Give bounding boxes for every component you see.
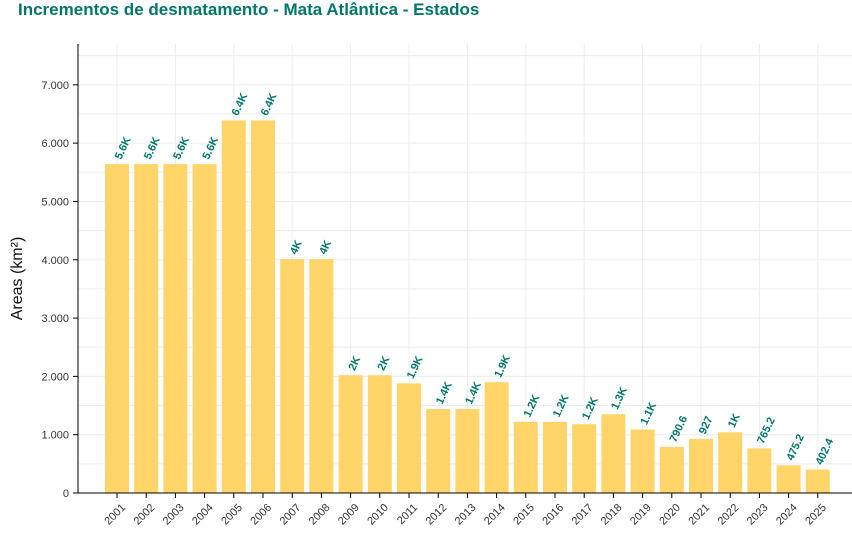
bar (280, 259, 305, 493)
x-tick-label: 2001 (102, 502, 128, 528)
bar (426, 409, 451, 493)
y-tick-label: 5.000 (41, 196, 69, 208)
bar (134, 164, 159, 493)
x-tick-label: 2023 (745, 502, 771, 528)
y-tick-label: 6.000 (41, 138, 69, 150)
x-tick-label: 2009 (336, 502, 362, 528)
y-tick-label: 4.000 (41, 255, 69, 267)
data-label: 5.6K (113, 135, 134, 161)
data-label: 765.2 (755, 416, 778, 446)
x-tick-label: 2008 (307, 502, 333, 528)
y-tick-label: 7.000 (41, 80, 69, 92)
data-label: 1.2K (522, 393, 543, 419)
axes (73, 44, 852, 498)
data-label: 1.3K (609, 385, 630, 411)
data-label: 1.9K (492, 353, 513, 379)
x-tick-label: 2020 (657, 502, 683, 528)
bar (630, 429, 655, 493)
data-label: 2K (346, 355, 363, 373)
x-tick-label: 2007 (278, 502, 304, 528)
y-tick-label: 2.000 (41, 371, 69, 383)
data-label: 1.4K (434, 380, 455, 406)
x-tick-label: 2004 (190, 502, 216, 528)
bar (251, 120, 275, 494)
bar (397, 383, 421, 493)
y-tick-label: 3.000 (41, 313, 69, 325)
data-label: 1.2K (551, 393, 572, 419)
chart-title: Incrementos de desmatamento - Mata Atlân… (18, 0, 480, 19)
data-label: 927 (697, 415, 716, 437)
data-label: 2K (376, 355, 393, 373)
x-tick-label: 2024 (774, 502, 800, 528)
x-tick-label: 2002 (132, 502, 158, 528)
bar (221, 120, 246, 494)
bar (455, 409, 480, 493)
bar (338, 375, 363, 493)
data-label: 402.4 (814, 436, 837, 467)
bar (484, 382, 509, 493)
data-label: 4K (317, 239, 334, 257)
x-tick-label: 2013 (453, 502, 479, 528)
y-tick-labels: 0 1.000 2.000 3.000 4.000 5.000 6.000 7.000 (41, 80, 69, 500)
bar (367, 375, 392, 493)
x-tick-label: 2025 (803, 502, 829, 528)
bar (747, 448, 772, 493)
y-axis-label: Areas (km²) (9, 237, 26, 321)
x-tick-label: 2014 (482, 502, 508, 528)
y-tick-label: 1.000 (41, 430, 69, 442)
x-tick-label: 2017 (570, 502, 596, 528)
data-label: 475.2 (784, 433, 807, 463)
bar (163, 164, 188, 493)
bar (105, 164, 129, 493)
x-tick-label: 2021 (686, 502, 712, 528)
data-label: 1K (726, 412, 743, 430)
x-tick-label: 2006 (248, 502, 274, 528)
x-tick-label: 2018 (599, 502, 625, 528)
data-label: 4K (288, 239, 305, 257)
bar (572, 424, 597, 493)
bar (513, 421, 538, 493)
x-tick-label: 2003 (161, 502, 187, 528)
x-tick-label: 2005 (219, 502, 245, 528)
bar (689, 438, 713, 493)
bar (659, 446, 684, 493)
data-label: 5.6K (142, 135, 163, 161)
bar (776, 465, 801, 493)
x-tick-label: 2010 (365, 502, 391, 528)
data-label: 1.1K (638, 401, 659, 427)
bar (601, 414, 626, 493)
bar (543, 421, 567, 493)
x-tick-label: 2022 (716, 502, 742, 528)
bars (105, 120, 830, 494)
x-tick-label: 2015 (511, 502, 537, 528)
x-tick-label: 2011 (395, 502, 420, 527)
data-label: 790.6 (668, 414, 691, 444)
x-tick-label: 2012 (424, 502, 450, 528)
data-label: 1.4K (463, 380, 484, 406)
x-tick-label: 2019 (628, 502, 654, 528)
bar (192, 164, 217, 493)
bar (718, 432, 743, 493)
bar (805, 469, 830, 493)
bar (309, 259, 334, 493)
x-tick-label: 2016 (540, 502, 566, 528)
data-label: 5.6K (171, 135, 192, 161)
data-label: 1.2K (580, 395, 601, 421)
y-tick-label: 0 (63, 488, 69, 500)
data-label: 5.6K (200, 135, 221, 161)
x-tick-labels: 2001 2002 2003 2004 2005 2006 2007 2008 2009 2010… (102, 502, 829, 528)
